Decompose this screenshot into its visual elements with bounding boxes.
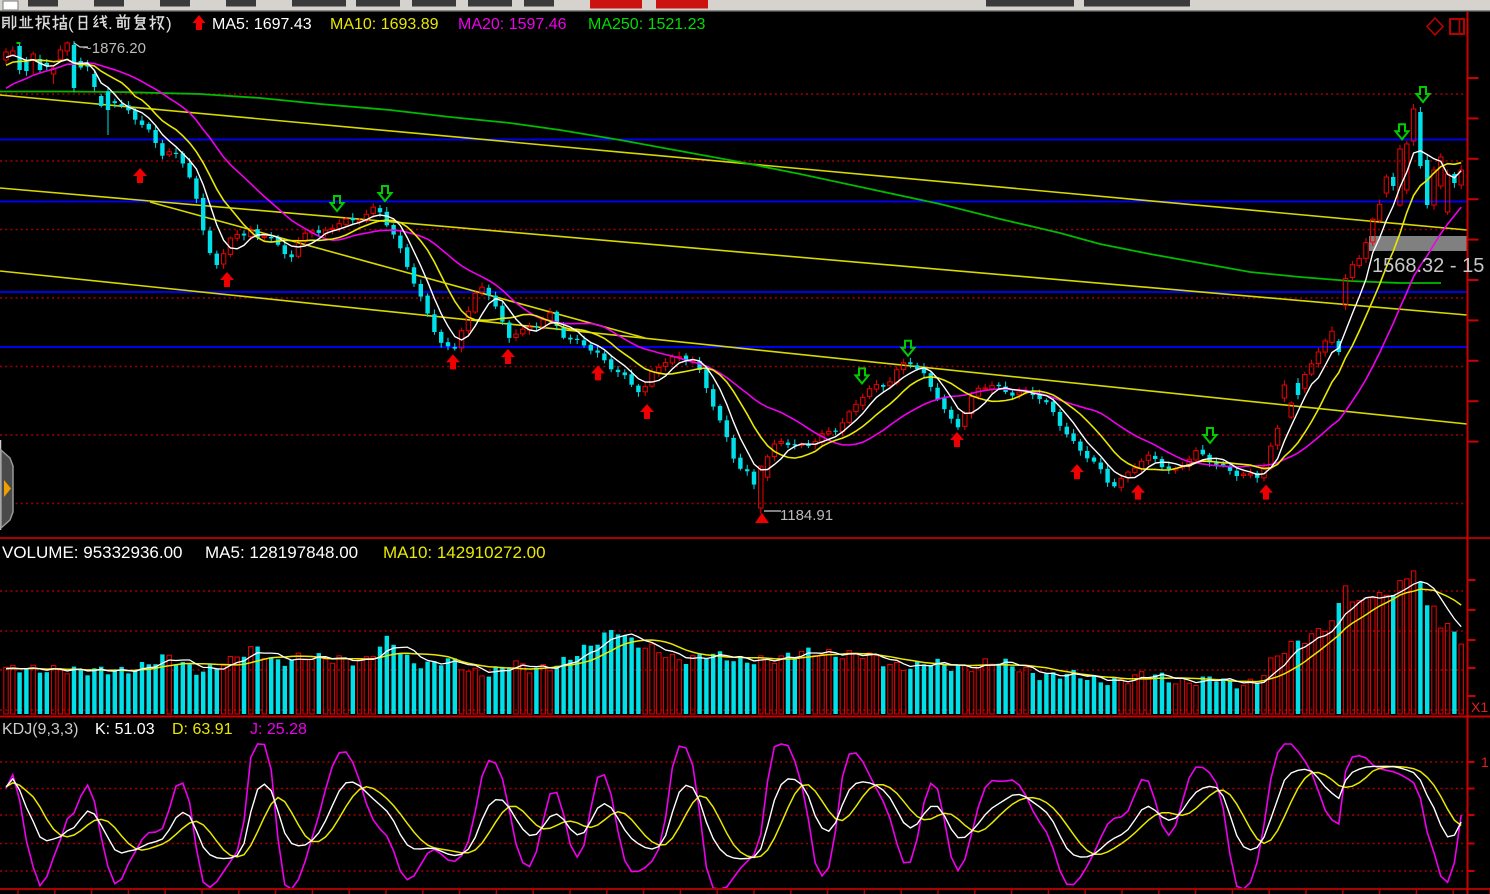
svg-text:MA10: 142910272.00: MA10: 142910272.00: [383, 543, 546, 562]
svg-text:K: 51.03: K: 51.03: [95, 721, 155, 738]
svg-text:MA10: 1693.89: MA10: 1693.89: [330, 16, 439, 33]
svg-text:MA20: 1597.46: MA20: 1597.46: [458, 16, 567, 33]
svg-text:J: 25.28: J: 25.28: [250, 721, 307, 738]
svg-text:MA250: 1521.23: MA250: 1521.23: [588, 16, 706, 33]
svg-text:(: (: [68, 14, 74, 33]
svg-text:VOLUME: 95332936.00: VOLUME: 95332936.00: [2, 543, 183, 562]
svg-text:MA5: 1697.43: MA5: 1697.43: [212, 16, 312, 33]
svg-text:X1: X1: [1471, 699, 1488, 715]
svg-text:~1876.20: ~1876.20: [83, 40, 146, 57]
svg-text:KDJ(9,3,3): KDJ(9,3,3): [2, 721, 78, 738]
svg-text:.: .: [108, 14, 113, 33]
svg-text:MA5: 128197848.00: MA5: 128197848.00: [205, 543, 358, 562]
svg-text:1568.32 - 15: 1568.32 - 15: [1372, 255, 1484, 277]
svg-text:1184.91: 1184.91: [780, 507, 833, 524]
svg-text:): ): [166, 14, 172, 33]
svg-text:1: 1: [1481, 754, 1489, 770]
svg-text:D: 63.91: D: 63.91: [172, 721, 233, 738]
